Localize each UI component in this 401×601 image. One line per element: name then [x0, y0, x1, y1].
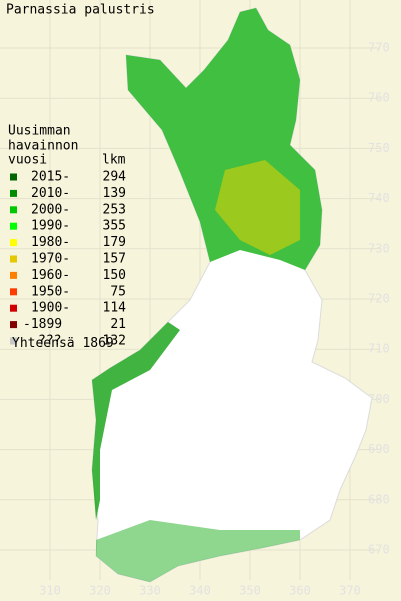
total: Yhteensä 1869	[12, 336, 114, 351]
north-yellow-patches	[215, 160, 300, 255]
legend-count: 132	[103, 334, 126, 349]
y-tick-label: 690	[368, 442, 390, 456]
legend-swatch	[10, 271, 17, 279]
legend-count: 75	[110, 284, 126, 299]
x-tick-label: 370	[339, 584, 361, 598]
legend-label: 1980-	[31, 235, 70, 250]
y-tick-label: 720	[368, 292, 390, 306]
y-tick-label: 740	[368, 191, 390, 205]
legend-swatch	[10, 222, 17, 230]
legend-label: ???	[38, 334, 61, 349]
legend-swatch	[10, 255, 17, 263]
legend-swatch	[10, 321, 17, 329]
legend-count: 21	[110, 317, 126, 332]
y-tick-label: 670	[368, 543, 390, 557]
x-tick-label: 350	[239, 584, 261, 598]
legend-swatch	[10, 173, 17, 181]
total-value: 1869	[82, 336, 113, 351]
legend-label: 1950-	[31, 284, 70, 299]
legend-column: vuosi	[8, 153, 47, 168]
legend-label: -1899	[23, 317, 62, 332]
x-tick-label: 310	[39, 584, 61, 598]
legend-label: 1970-	[31, 252, 70, 267]
total-label: Yhteensä	[12, 336, 75, 351]
legend-label: 2015-	[31, 170, 70, 185]
legend-count: 355	[103, 219, 126, 234]
y-tick-label: 730	[368, 241, 390, 255]
legend-label: 2000-	[31, 202, 70, 217]
y-tick-label: 700	[368, 392, 390, 406]
y-tick-label: 680	[368, 492, 390, 506]
title: Parnassia palustris	[6, 3, 155, 18]
legend-label: 1900-	[31, 301, 70, 316]
x-tick-label: 330	[139, 584, 161, 598]
legend-count: 179	[103, 235, 126, 250]
legend-count: 114	[103, 301, 127, 316]
legend-swatch	[10, 239, 17, 247]
legend-count: 253	[103, 202, 126, 217]
legend-swatch	[10, 337, 17, 345]
y-tick-label: 710	[368, 342, 390, 356]
y-tick-label: 770	[368, 41, 390, 55]
y-tick-label: 760	[368, 91, 390, 105]
legend: Uusimman havainnon vuosi lkm 2015- 294 201…	[8, 124, 126, 349]
legend-label: 2010-	[31, 186, 70, 201]
legend-label: 1960-	[31, 268, 70, 283]
legend-heading: havainnon	[8, 139, 78, 154]
legend-count: 150	[103, 268, 126, 283]
x-tick-label: 340	[189, 584, 211, 598]
legend-count: 294	[103, 170, 127, 185]
x-tick-label: 360	[289, 584, 311, 598]
west-coast-green	[92, 322, 180, 520]
legend-swatch	[10, 206, 17, 214]
legend-count: 139	[103, 186, 126, 201]
legend-swatch	[10, 189, 17, 197]
south-coast-mixed	[96, 520, 300, 582]
y-tick-label: 750	[368, 141, 390, 155]
legend-swatch	[10, 304, 17, 312]
x-tick-label: 320	[89, 584, 111, 598]
legend-count: 157	[103, 252, 126, 267]
legend-heading: Uusimman	[8, 124, 71, 139]
legend-column: lkm	[102, 153, 126, 168]
legend-label: 1990-	[31, 219, 70, 234]
legend-swatch	[10, 288, 17, 296]
